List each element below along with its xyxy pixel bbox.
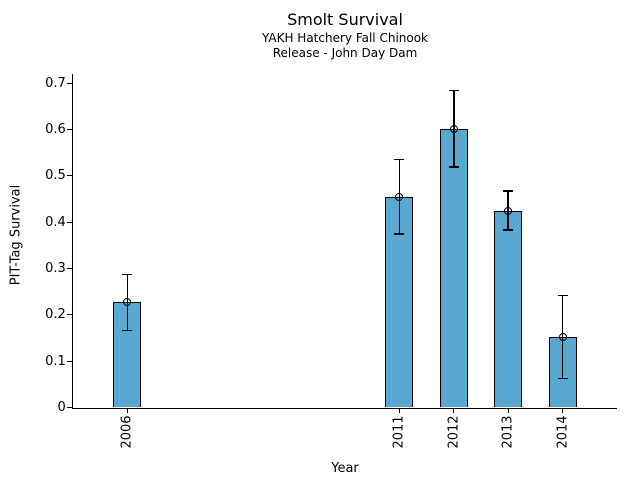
y-tick-label-0.2: 0.2 <box>45 307 66 323</box>
error-cap-top-2011 <box>394 158 405 161</box>
y-tick-label-0: 0 <box>57 400 66 415</box>
x-tick-label-2011: 2011 <box>391 415 407 449</box>
x-tick-2014 <box>562 408 564 414</box>
y-tick-label-0.3: 0.3 <box>45 261 66 277</box>
y-tick-label-0.4: 0.4 <box>45 214 66 230</box>
x-tick-label-2012: 2012 <box>446 415 462 449</box>
data-marker-2014 <box>558 333 567 342</box>
y-tick-label-0.1: 0.1 <box>45 353 66 369</box>
y-axis-label: PIT-Tag Survival <box>8 184 24 286</box>
x-tick-label-2006: 2006 <box>119 415 135 449</box>
x-tick-2013 <box>507 408 509 414</box>
y-axis-line <box>71 74 73 409</box>
data-marker-2011 <box>395 192 404 201</box>
y-tick-0.5 <box>67 175 72 177</box>
error-cap-bottom-2013 <box>503 229 514 231</box>
error-cap-top-2006 <box>122 273 133 276</box>
x-tick-label-2014: 2014 <box>555 415 571 449</box>
x-tick-2006 <box>126 408 128 414</box>
chart-subtitle-line-1: YAKH Hatchery Fall Chinook <box>261 31 429 45</box>
y-tick-label-0.6: 0.6 <box>45 122 66 138</box>
y-tick-0.7 <box>67 82 72 84</box>
data-marker-2006 <box>123 298 132 307</box>
error-cap-bottom-2006 <box>122 329 133 332</box>
x-tick-2011 <box>398 408 400 414</box>
y-tick-0.4 <box>67 221 72 223</box>
y-tick-label-0.7: 0.7 <box>45 75 66 91</box>
y-tick-0.3 <box>67 268 72 270</box>
chart-title: Smolt Survival <box>287 10 403 29</box>
data-marker-2013 <box>504 207 513 216</box>
error-cap-bottom-2012 <box>448 166 459 168</box>
y-tick-0.2 <box>67 314 72 316</box>
x-axis-label: Year <box>331 461 359 476</box>
x-tick-2012 <box>453 408 455 414</box>
y-tick-label-0.5: 0.5 <box>45 168 66 184</box>
error-cap-top-2012 <box>448 89 459 92</box>
chart-subtitle-line-2: Release - John Day Dam <box>272 46 418 60</box>
error-cap-bottom-2011 <box>394 233 405 235</box>
data-marker-2012 <box>449 125 458 134</box>
bar-2013 <box>494 211 523 408</box>
y-tick-0.1 <box>67 360 72 362</box>
error-cap-bottom-2014 <box>557 377 568 380</box>
x-tick-label-2013: 2013 <box>500 415 516 449</box>
x-axis-line <box>71 407 617 409</box>
error-cap-top-2014 <box>557 294 568 297</box>
y-tick-0.6 <box>67 129 72 131</box>
error-cap-top-2013 <box>503 189 514 192</box>
y-tick-0 <box>67 407 72 408</box>
bar-2012 <box>439 129 468 408</box>
